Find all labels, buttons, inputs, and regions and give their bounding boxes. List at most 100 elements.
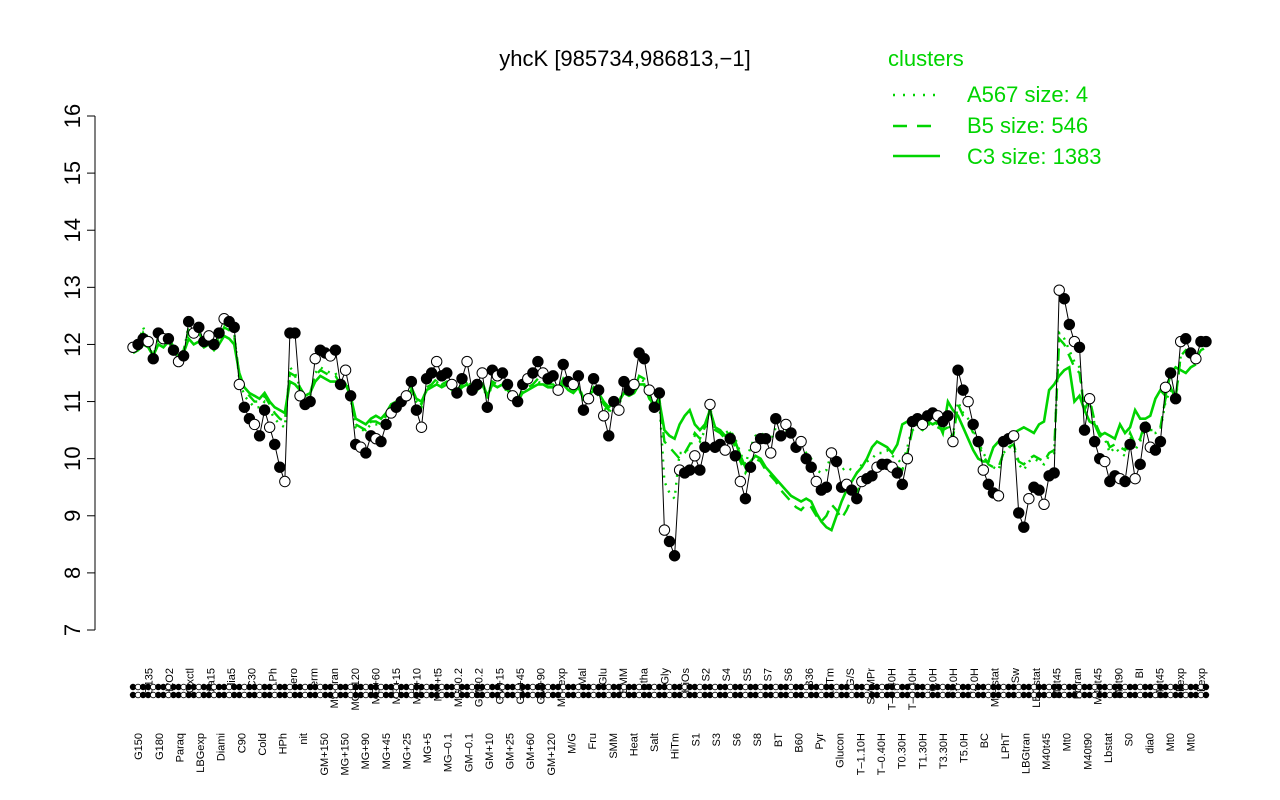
x-tick-label: MG+25 [401, 733, 413, 769]
data-point [274, 461, 286, 473]
x-tick-label: Heat [628, 733, 640, 756]
chart-title: yhcK [985734,986813,−1] [499, 46, 750, 71]
data-point [400, 390, 413, 402]
data-point [253, 430, 266, 442]
data-point [1033, 484, 1045, 496]
data-point [557, 358, 569, 371]
y-axis: 7 8 9 10 11 12 13 14 15 16 [60, 104, 96, 636]
x-tick-label: GM+120 [546, 733, 558, 776]
data-point [866, 470, 878, 482]
x-tick-label: S1 [690, 733, 702, 746]
x-tick-label: BT [773, 733, 785, 747]
data-point [648, 401, 661, 413]
x-tick-label: nit [298, 733, 310, 745]
data-point [1023, 492, 1035, 505]
data-point [193, 321, 205, 334]
data-point [238, 401, 251, 413]
y-tick-label: 12 [60, 332, 85, 356]
data-point [415, 421, 428, 433]
data-point [263, 421, 276, 433]
data-point [1088, 435, 1101, 448]
data-point [213, 327, 225, 339]
data-point [957, 384, 969, 396]
data-point [182, 315, 195, 328]
data-point [1119, 475, 1131, 488]
x-marker-lower [1202, 691, 1210, 699]
data-point [1149, 444, 1162, 456]
data-point [1124, 438, 1136, 451]
data-point [425, 367, 438, 379]
data-point [527, 367, 539, 379]
data-point [582, 393, 595, 405]
data-point [289, 327, 301, 339]
data-point [339, 364, 352, 376]
x-tick-label: S0 [1124, 733, 1136, 746]
y-tick-label: 7 [60, 624, 85, 636]
x-tick-label: SMM [608, 733, 620, 759]
data-point [1038, 498, 1050, 511]
x-tick-label: Salt [649, 733, 661, 752]
data-point [851, 492, 863, 505]
x-tick-label: G/S [845, 668, 857, 687]
data-point [658, 524, 671, 536]
data-point [380, 418, 392, 431]
y-tick-label: 11 [60, 390, 85, 413]
x-tick-label: Paraq [174, 733, 186, 762]
legend-title: clusters [888, 46, 964, 71]
data-point [800, 452, 812, 465]
y-tick-label: 8 [60, 567, 85, 579]
data-point [846, 484, 858, 496]
data-point [780, 418, 792, 431]
y-tick-label: 16 [60, 104, 85, 128]
data-point [1013, 507, 1025, 519]
data-point [456, 373, 468, 385]
x-tick-label: Lbtran [1072, 668, 1084, 699]
data-point [759, 432, 772, 445]
data-point [729, 450, 741, 462]
data-point [1053, 284, 1065, 296]
x-tick-label: MG–0.1 [443, 733, 455, 772]
data-point [1134, 458, 1146, 471]
data-point [962, 395, 974, 408]
data-point [896, 478, 909, 491]
data-point [461, 355, 473, 368]
x-tick-label: T–0.40H [876, 733, 888, 775]
x-tick-label: B36 [804, 668, 816, 688]
data-point [410, 404, 423, 416]
x-tick-label: S7 [763, 668, 775, 681]
x-tick-label: MG+5 [422, 733, 434, 763]
x-tick-label: MG+45 [381, 733, 393, 769]
data-point [547, 370, 559, 382]
data-point [592, 384, 605, 396]
data-point [258, 404, 271, 416]
data-point [147, 353, 159, 365]
data-point [785, 427, 797, 439]
x-tick-label: Pyr [814, 733, 826, 750]
data-point [344, 390, 357, 402]
data-point [360, 447, 372, 459]
data-point [952, 364, 964, 376]
x-tick-label: MG+90 [360, 733, 372, 769]
x-axis-tick-labels: G150G135G180H2O2ParaqOxctlLBGexpdia15Dia… [129, 667, 1210, 776]
x-tick-label: HiTm [670, 733, 682, 759]
data-point [587, 373, 600, 385]
x-tick-label: C90 [236, 733, 248, 753]
x-tick-label: dia5 [226, 668, 238, 689]
x-tick-label: T4.0H [969, 668, 981, 698]
x-tick-label: Lbexp [1175, 668, 1187, 698]
data-point [684, 464, 696, 476]
data-point [972, 435, 984, 448]
data-point [598, 410, 610, 422]
data-point [329, 344, 342, 356]
data-point [830, 455, 843, 468]
x-tick-label: GM+60 [525, 733, 537, 769]
data-point [689, 450, 701, 462]
x-tick-label: T1.30H [917, 733, 929, 769]
data-point [1078, 424, 1091, 436]
data-point [446, 378, 458, 391]
y-axis-ticks: 7 8 9 10 11 12 13 14 15 16 [60, 104, 95, 636]
x-tick-label: Glu [597, 668, 609, 685]
data-point [294, 390, 306, 402]
x-tick-label: Sw [1010, 668, 1022, 683]
